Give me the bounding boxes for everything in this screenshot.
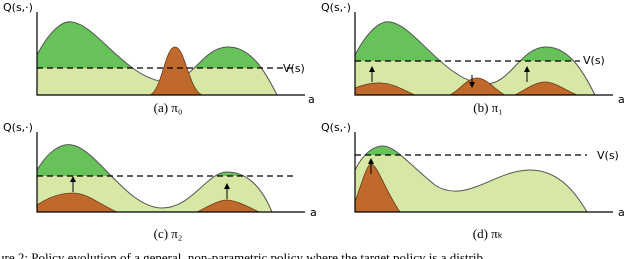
x-label: a bbox=[310, 206, 317, 219]
y-label: Q(s,·) bbox=[321, 121, 351, 134]
subcaption: (c) π₂ bbox=[154, 226, 183, 241]
x-label: a bbox=[618, 93, 625, 106]
x-label: a bbox=[618, 206, 625, 219]
panel-c bbox=[36, 132, 305, 213]
x-label: a bbox=[308, 93, 315, 106]
v-label: V(s) bbox=[597, 149, 619, 162]
figure-caption: ure 2: Policy evolution of a general, no… bbox=[0, 250, 483, 259]
subcaption: (b) π₁ bbox=[473, 100, 503, 115]
panel-a bbox=[36, 12, 305, 96]
subcaption: (a) π₀ bbox=[154, 100, 183, 115]
y-label: Q(s,·) bbox=[3, 121, 33, 134]
v-label: V(s) bbox=[283, 62, 305, 75]
v-label: V(s) bbox=[583, 54, 605, 67]
y-label: Q(s,·) bbox=[3, 1, 33, 14]
y-label: Q(s,·) bbox=[321, 1, 351, 14]
panel-d bbox=[354, 132, 613, 213]
panel-b bbox=[354, 12, 613, 96]
subcaption: (d) πₖ bbox=[473, 226, 504, 241]
